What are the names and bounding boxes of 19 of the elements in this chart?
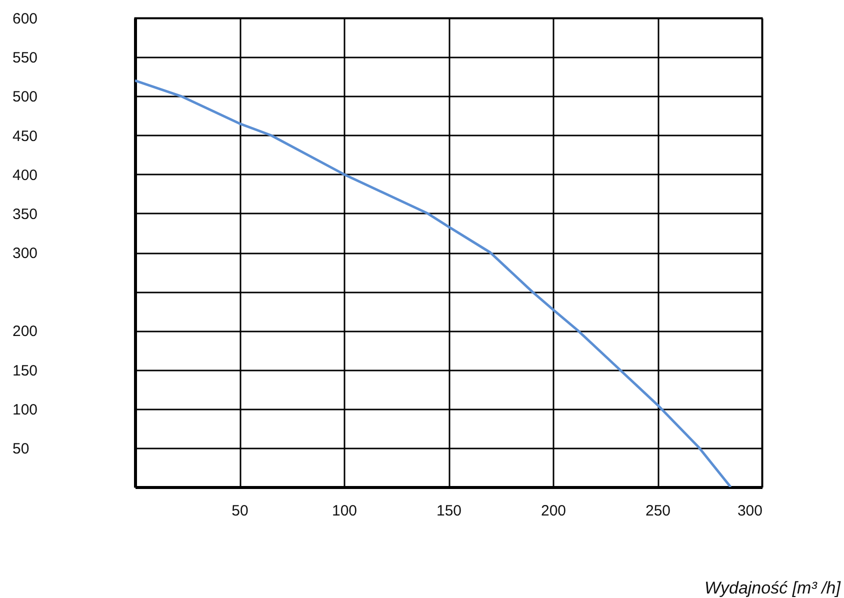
y-tick-label: 500 (12, 88, 38, 106)
y-tick-label: 50 (12, 440, 30, 458)
x-tick-label: 50 (232, 502, 248, 520)
x-tick-label: 150 (436, 502, 462, 520)
y-tick-label: 100 (12, 401, 38, 418)
y-tick-label: 150 (12, 362, 38, 380)
x-tick-label: 200 (540, 502, 566, 520)
line-series (135, 79, 732, 487)
y-tick-label: 450 (12, 128, 38, 145)
y-tick-label: 350 (12, 206, 38, 223)
y-tick-label: 400 (12, 166, 38, 184)
y-tick-label: 200 (12, 323, 38, 340)
x-axis-title: Wydajność [m³ /h] (704, 578, 842, 598)
x-tick-label: 250 (645, 502, 671, 520)
x-tick-label: 300 (737, 502, 762, 520)
y-tick-label: 600 (12, 10, 38, 28)
x-tick-label: 100 (332, 502, 358, 520)
y-tick-label: 300 (12, 245, 38, 262)
y-tick-label: 550 (12, 50, 38, 67)
